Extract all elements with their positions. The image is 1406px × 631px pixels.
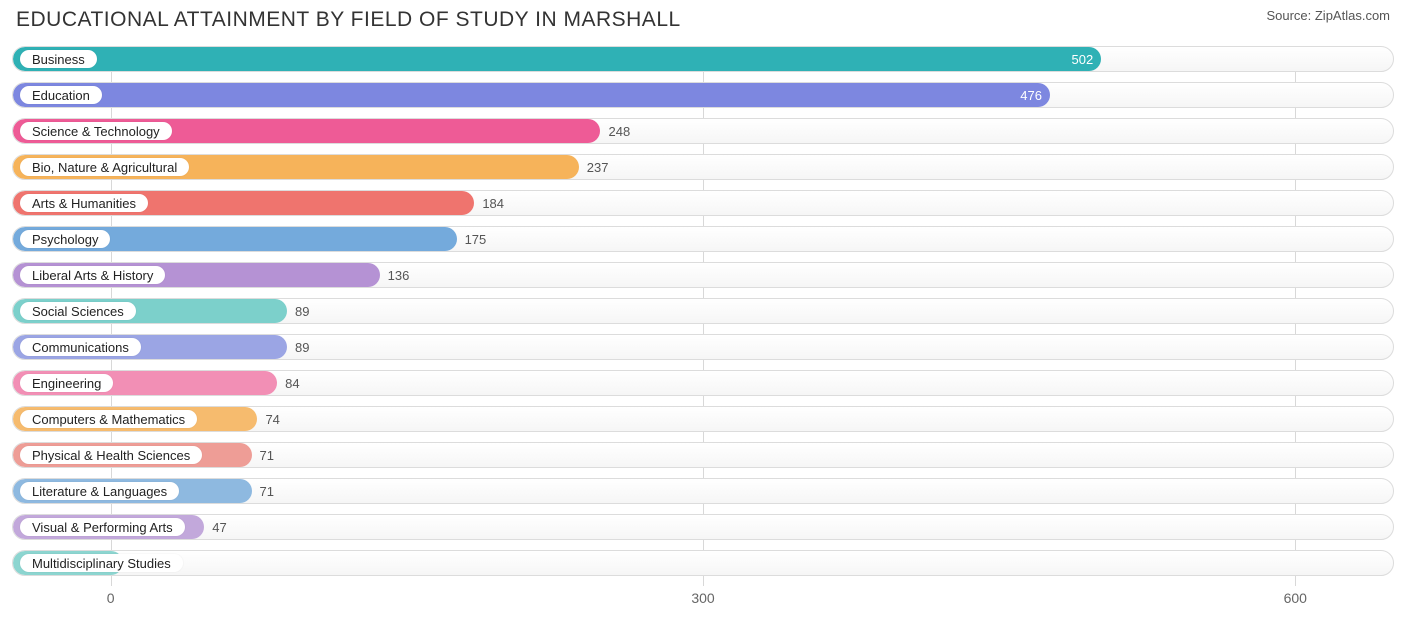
bar-row: 502 Business <box>12 46 1394 72</box>
bar-label: Communications <box>20 338 141 356</box>
bar-row: 71 Physical & Health Sciences <box>12 442 1394 468</box>
bar-row: 74 Computers & Mathematics <box>12 406 1394 432</box>
bar-value: 175 <box>465 232 487 247</box>
bar-label: Science & Technology <box>20 122 172 140</box>
bar-value: 47 <box>212 520 226 535</box>
x-axis-label: 300 <box>691 590 714 606</box>
bar-value: 74 <box>265 412 279 427</box>
chart-header: EDUCATIONAL ATTAINMENT BY FIELD OF STUDY… <box>12 8 1394 32</box>
chart-container: EDUCATIONAL ATTAINMENT BY FIELD OF STUDY… <box>0 0 1406 631</box>
bar-row: 6Multidisciplinary Studies <box>12 550 1394 576</box>
bar-label: Multidisciplinary Studies <box>20 554 183 572</box>
bar-row: 89 Social Sciences <box>12 298 1394 324</box>
bar-value: 89 <box>295 304 309 319</box>
bar-label: Engineering <box>20 374 113 392</box>
bar-label: Arts & Humanities <box>20 194 148 212</box>
x-axis: 0 300 600 <box>12 586 1394 610</box>
bar-row: 184 Arts & Humanities <box>12 190 1394 216</box>
bar-fill: 476 <box>13 83 1050 107</box>
bar-label: Visual & Performing Arts <box>20 518 185 536</box>
bar-value: 71 <box>260 484 274 499</box>
chart-title: EDUCATIONAL ATTAINMENT BY FIELD OF STUDY… <box>16 8 681 32</box>
bar-label: Education <box>20 86 102 104</box>
bar-row: 84 Engineering <box>12 370 1394 396</box>
bar-row: 237 Bio, Nature & Agricultural <box>12 154 1394 180</box>
chart-source: Source: ZipAtlas.com <box>1266 8 1390 23</box>
bar-row: 175 Psychology <box>12 226 1394 252</box>
bar-value: 84 <box>285 376 299 391</box>
x-axis-label: 600 <box>1284 590 1307 606</box>
bar-row: 248 Science & Technology <box>12 118 1394 144</box>
chart-area: 502 Business 476 Education 248 Science & Tech… <box>12 46 1394 610</box>
bar-value: 136 <box>388 268 410 283</box>
bar-label: Social Sciences <box>20 302 136 320</box>
bar-label: Physical & Health Sciences <box>20 446 202 464</box>
bar-row: 136 Liberal Arts & History <box>12 262 1394 288</box>
bar-value: 71 <box>260 448 274 463</box>
bars-wrapper: 502 Business 476 Education 248 Science & Tech… <box>12 46 1394 586</box>
x-axis-label: 0 <box>107 590 115 606</box>
bar-label: Computers & Mathematics <box>20 410 197 428</box>
bar-value: 184 <box>482 196 504 211</box>
bar-label: Literature & Languages <box>20 482 179 500</box>
bar-value: 476 <box>1020 88 1042 103</box>
bar-label: Bio, Nature & Agricultural <box>20 158 189 176</box>
bar-fill: 502 <box>13 47 1101 71</box>
bar-label: Liberal Arts & History <box>20 266 165 284</box>
bar-label: Business <box>20 50 97 68</box>
bar-row: 476 Education <box>12 82 1394 108</box>
bar-value: 248 <box>608 124 630 139</box>
bar-row: 47 Visual & Performing Arts <box>12 514 1394 540</box>
bar-row: 89 Communications <box>12 334 1394 360</box>
bar-value: 89 <box>295 340 309 355</box>
bar-value: 502 <box>1072 52 1094 67</box>
bar-value: 237 <box>587 160 609 175</box>
bar-row: 71 Literature & Languages <box>12 478 1394 504</box>
bar-label: Psychology <box>20 230 110 248</box>
